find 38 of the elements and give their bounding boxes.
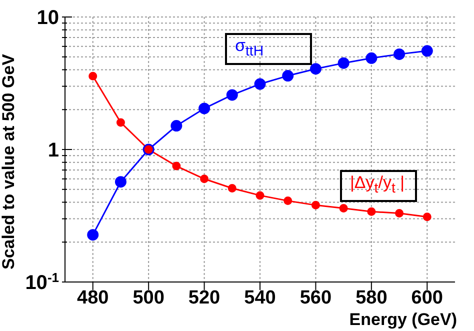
point bbox=[394, 48, 406, 60]
series-label: σ$_{ttH}$ bbox=[225, 33, 312, 66]
point bbox=[422, 212, 432, 222]
point bbox=[200, 174, 209, 184]
point bbox=[87, 229, 99, 241]
y-tick-label: 10 bbox=[36, 7, 59, 29]
point bbox=[116, 118, 125, 127]
x-tick-label: 500 bbox=[132, 287, 164, 308]
point bbox=[254, 78, 266, 90]
point bbox=[114, 176, 126, 188]
point bbox=[339, 204, 348, 213]
point bbox=[256, 191, 264, 200]
point bbox=[311, 200, 320, 210]
series-label: |Δy$_{t}$/y$_{t}$ | bbox=[340, 170, 417, 202]
point bbox=[284, 196, 292, 206]
point bbox=[88, 72, 98, 80]
point bbox=[421, 45, 433, 57]
point bbox=[228, 184, 236, 192]
x-tick-label: 600 bbox=[411, 287, 443, 308]
y-tick-label: 10$^{-1}$ bbox=[25, 270, 59, 294]
x-tick-label: 480 bbox=[77, 287, 109, 308]
y-tick-label: 1 bbox=[48, 140, 59, 162]
x-tick-label: 560 bbox=[300, 287, 332, 308]
x-tick-label: 540 bbox=[244, 287, 276, 308]
point bbox=[170, 120, 182, 132]
point bbox=[172, 162, 181, 170]
point bbox=[282, 70, 294, 82]
x-tick-label: 580 bbox=[356, 287, 388, 308]
point bbox=[395, 209, 404, 218]
x-axis-title: Energy (GeV) bbox=[349, 310, 457, 329]
point bbox=[226, 89, 238, 101]
point bbox=[366, 52, 378, 64]
y-axis-title: Scaled to value at 500 GeV bbox=[0, 53, 18, 270]
x-tick-label: 520 bbox=[188, 287, 220, 308]
point bbox=[310, 63, 322, 75]
point bbox=[198, 102, 210, 114]
point bbox=[338, 57, 350, 69]
point bbox=[367, 207, 376, 216]
